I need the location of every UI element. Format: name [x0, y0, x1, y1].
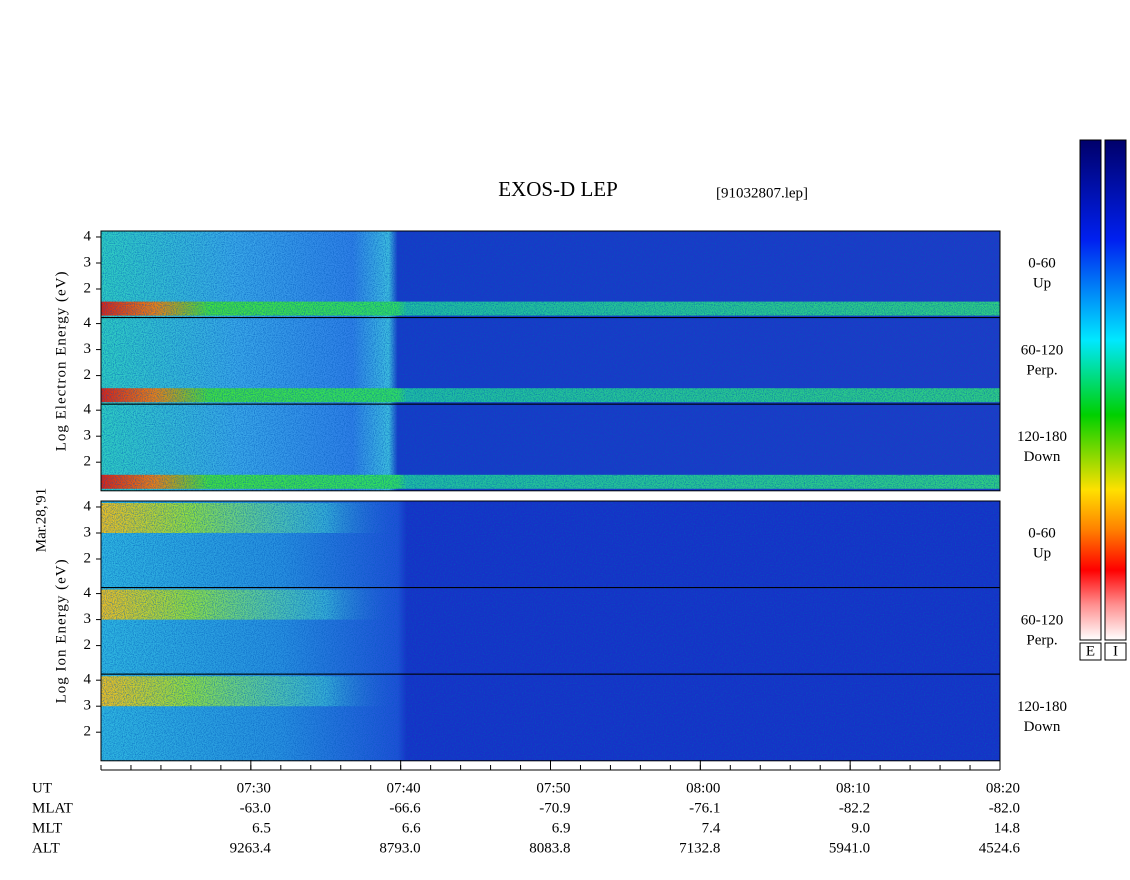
- color-bar-label: I: [1113, 643, 1118, 659]
- group-axis-label: Log Electron Energy (eV): [53, 271, 69, 452]
- y-tick-label: 2: [84, 367, 92, 383]
- direction-label: Down: [1024, 449, 1061, 465]
- direction-label: Perp.: [1026, 362, 1057, 378]
- x-tick-label: 07:50: [536, 780, 570, 796]
- y-tick-label: 4: [84, 672, 92, 688]
- pitch-angle-label: 60-120: [1021, 342, 1064, 358]
- direction-label: Down: [1024, 719, 1061, 735]
- group-axis-label: Log Ion Energy (eV): [53, 558, 69, 703]
- color-bar-label-box: [1104, 642, 1127, 661]
- date-label: Mar.28,'91: [33, 488, 49, 552]
- ephemeris-value: 7.4: [702, 820, 721, 836]
- x-tick-label: 07:30: [237, 780, 271, 796]
- ephemeris-value: -70.9: [539, 800, 570, 816]
- ephemeris-value: 4524.6: [979, 840, 1021, 856]
- ephemeris-value: 6.9: [552, 820, 571, 836]
- pitch-angle-label: 60-120: [1021, 612, 1064, 628]
- ephemeris-value: -82.0: [989, 800, 1020, 816]
- y-tick-label: 4: [84, 402, 92, 418]
- ephemeris-value: 8793.0: [379, 840, 420, 856]
- x-tick-label: 08:20: [986, 780, 1020, 796]
- y-tick-label: 2: [84, 637, 92, 653]
- title: EXOS-D LEP: [498, 177, 618, 201]
- ephemeris-value: 8083.8: [529, 840, 570, 856]
- spectrogram-noise: [101, 501, 1000, 588]
- x-tick-label: 07:40: [386, 780, 420, 796]
- x-tick-label: 08:10: [836, 780, 870, 796]
- ephemeris-value: 14.8: [994, 820, 1020, 836]
- panel-frame: [100, 403, 1001, 492]
- ephemeris-label: ALT: [32, 840, 60, 856]
- y-tick-label: 3: [84, 698, 92, 714]
- y-tick-label: 2: [84, 550, 92, 566]
- y-tick-label: 4: [84, 498, 92, 514]
- pitch-angle-label: 0-60: [1028, 256, 1056, 272]
- pitch-angle-label: 120-180: [1017, 429, 1067, 445]
- x-tick-label: 08:00: [686, 780, 720, 796]
- y-tick-label: 3: [84, 341, 92, 357]
- ephemeris-label: MLAT: [32, 800, 73, 816]
- y-tick-label: 3: [84, 611, 92, 627]
- ephemeris-value: 6.6: [402, 820, 421, 836]
- pitch-angle-label: 120-180: [1017, 699, 1067, 715]
- direction-label: Up: [1033, 276, 1051, 292]
- y-tick-label: 3: [84, 254, 92, 270]
- y-tick-label: 4: [84, 315, 92, 331]
- y-tick-label: 3: [84, 524, 92, 540]
- pitch-angle-label: 0-60: [1028, 526, 1056, 542]
- spectrogram-noise: [101, 674, 1000, 761]
- ephemeris-value: -66.6: [389, 800, 421, 816]
- y-tick-label: 2: [84, 454, 92, 470]
- spectrogram-noise: [101, 317, 1000, 405]
- ephemeris-value: 6.5: [252, 820, 271, 836]
- spectrogram-noise: [101, 404, 1000, 491]
- x-axis-label: UT: [32, 780, 52, 796]
- direction-label: Up: [1033, 546, 1051, 562]
- ephemeris-value: 9.0: [851, 820, 870, 836]
- ephemeris-value: 7132.8: [679, 840, 720, 856]
- color-bar: [1104, 139, 1127, 641]
- ephemeris-value: 9263.4: [230, 840, 272, 856]
- y-tick-label: 2: [84, 724, 92, 740]
- ephemeris-value: -82.2: [839, 800, 870, 816]
- file-name: [91032807.lep]: [716, 185, 808, 201]
- spectrogram-noise: [101, 231, 1000, 318]
- ephemeris-value: -63.0: [240, 800, 271, 816]
- y-tick-label: 2: [84, 280, 92, 296]
- spectrogram-noise: [101, 587, 1000, 675]
- direction-label: Perp.: [1026, 632, 1057, 648]
- y-tick-label: 3: [84, 428, 92, 444]
- ephemeris-value: -76.1: [689, 800, 720, 816]
- ephemeris-value: 5941.0: [829, 840, 870, 856]
- y-tick-label: 4: [84, 228, 92, 244]
- y-tick-label: 4: [84, 585, 92, 601]
- ephemeris-label: MLT: [32, 820, 62, 836]
- color-bar-label: E: [1086, 643, 1095, 659]
- color-bar: [1079, 139, 1102, 641]
- color-bar-label-box: [1079, 642, 1102, 661]
